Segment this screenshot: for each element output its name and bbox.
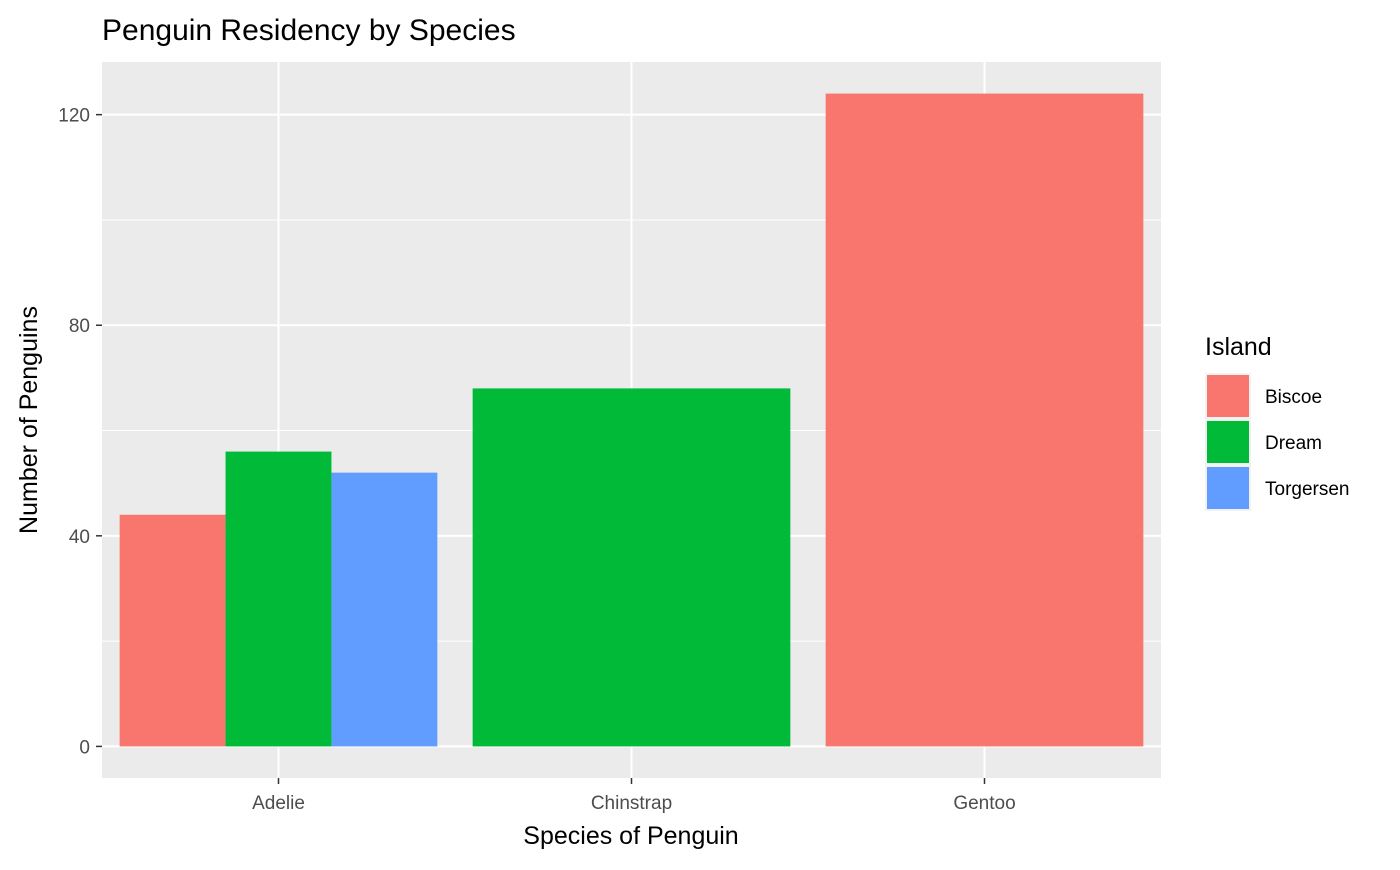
bar-chinstrap-dream	[472, 388, 791, 747]
x-tick-label: Chinstrap	[591, 793, 672, 814]
x-tick-label: Adelie	[252, 793, 305, 814]
legend-label-torgersen: Torgersen	[1265, 479, 1350, 500]
bars	[119, 93, 1144, 747]
x-axis-title: Species of Penguin	[523, 822, 738, 850]
legend: Island Biscoe Dream Torgersen	[1205, 333, 1350, 511]
legend-label-biscoe: Biscoe	[1265, 387, 1322, 408]
legend-swatch-biscoe	[1207, 375, 1249, 417]
legend-title: Island	[1205, 333, 1272, 361]
x-tick-label: Gentoo	[953, 793, 1015, 814]
chart-title: Penguin Residency by Species	[102, 14, 516, 47]
bar-adelie-torgersen	[331, 472, 438, 747]
y-tick-label: 0	[79, 737, 90, 758]
legend-swatch-dream	[1207, 421, 1249, 463]
y-axis: 0 40 80 120	[58, 106, 102, 758]
x-axis: Adelie Chinstrap Gentoo	[252, 778, 1016, 814]
y-tick-label: 80	[69, 316, 90, 337]
legend-swatch-torgersen	[1207, 467, 1249, 509]
y-tick-label: 120	[58, 106, 90, 127]
y-tick-label: 40	[69, 527, 90, 548]
bar-gentoo-biscoe	[825, 93, 1144, 747]
y-axis-title: Number of Penguins	[15, 306, 43, 534]
legend-label-dream: Dream	[1265, 433, 1322, 454]
bar-adelie-dream	[225, 451, 332, 747]
bar-adelie-biscoe	[119, 514, 226, 747]
